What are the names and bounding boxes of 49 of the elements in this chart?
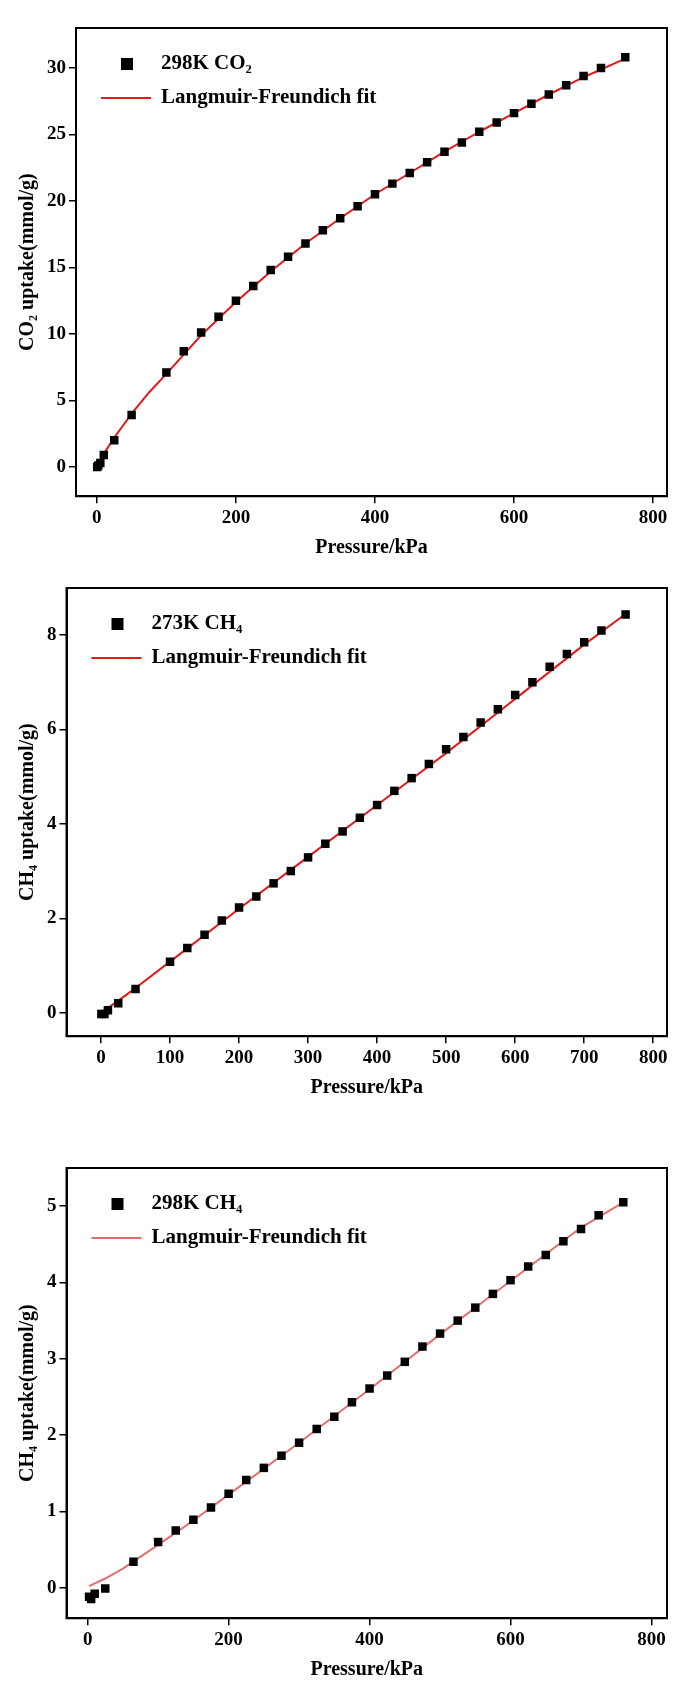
x-tick-label: 500 <box>431 1045 461 1067</box>
x-tick-label: 0 <box>92 505 102 527</box>
y-tick-label: 5 <box>47 1194 57 1216</box>
x-tick-label: 800 <box>638 505 668 527</box>
legend-label: Langmuir-Freundich fit <box>151 644 367 669</box>
x-tick-label: 300 <box>293 1045 323 1067</box>
x-tick-label: 400 <box>362 1045 392 1067</box>
x-tick-label: 600 <box>500 1045 530 1067</box>
y-tick-label: 4 <box>47 1270 57 1292</box>
y-tick-label: 4 <box>47 811 57 833</box>
y-tick-label: 8 <box>47 623 57 645</box>
y-axis-title: CH₄ uptake(mmol/g) <box>15 723 39 901</box>
y-tick-label: 6 <box>47 717 57 739</box>
y-tick-label: 15 <box>47 255 66 277</box>
y-tick-label: 3 <box>47 1346 57 1368</box>
y-axis-title: CH₄ uptake(mmol/g) <box>15 1304 39 1482</box>
x-tick-label: 600 <box>496 1627 525 1649</box>
x-axis-title: Pressure/kPa <box>310 1657 424 1680</box>
y-axis-title: CO₂ uptake(mmol/g) <box>15 173 39 351</box>
y-tick-label: 0 <box>56 454 66 476</box>
x-tick-label: 100 <box>155 1045 185 1067</box>
x-tick-label: 200 <box>221 505 251 527</box>
legend-label: 273K CH₄ <box>151 610 244 635</box>
x-tick-label: 0 <box>82 1627 93 1649</box>
y-tick-label: 0 <box>47 1000 57 1022</box>
y-tick-label: 1 <box>47 1499 57 1521</box>
x-axis-title: Pressure/kPa <box>310 1075 424 1098</box>
x-tick-label: 400 <box>355 1627 384 1649</box>
legend-label: Langmuir-Freundich fit <box>151 1224 367 1249</box>
x-tick-label: 200 <box>224 1045 254 1067</box>
y-tick-label: 2 <box>47 906 57 928</box>
y-tick-label: 2 <box>47 1422 57 1444</box>
x-tick-label: 600 <box>499 505 529 527</box>
legend-label: 298K CH₄ <box>151 1190 244 1215</box>
x-tick-label: 200 <box>214 1627 243 1649</box>
y-tick-label: 30 <box>47 55 66 77</box>
y-tick-label: 25 <box>47 122 66 144</box>
x-tick-label: 0 <box>96 1045 106 1067</box>
legend-label: Langmuir-Freundich fit <box>161 84 377 109</box>
y-tick-label: 0 <box>47 1575 57 1597</box>
y-tick-label: 20 <box>47 188 66 210</box>
x-tick-label: 400 <box>360 505 390 527</box>
y-tick-label: 10 <box>47 321 66 343</box>
x-tick-label: 800 <box>638 1045 668 1067</box>
x-tick-label: 700 <box>569 1045 599 1067</box>
x-tick-label: 800 <box>637 1627 666 1649</box>
legend-label: 298K CO₂ <box>161 50 252 75</box>
x-axis-title: Pressure/kPa <box>315 535 428 558</box>
y-tick-label: 5 <box>56 388 66 410</box>
